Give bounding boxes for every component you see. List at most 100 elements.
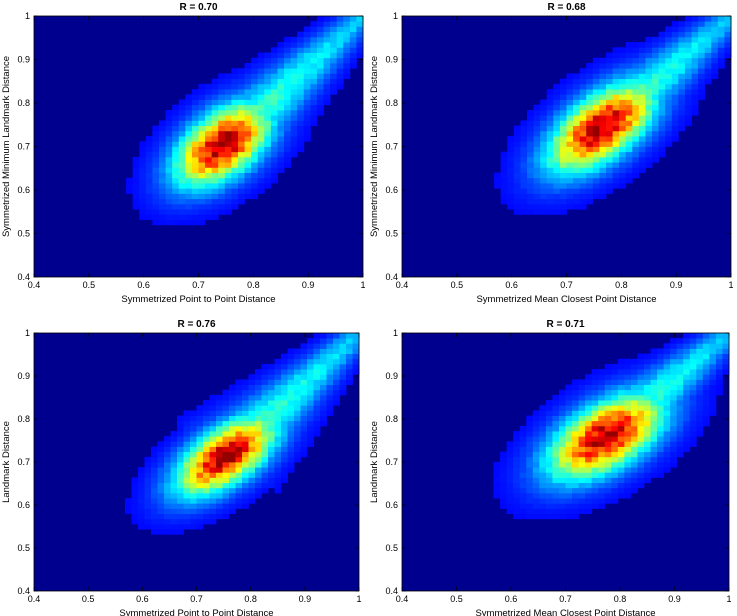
heatmap-cell xyxy=(191,146,199,153)
heatmap-cell xyxy=(676,338,684,344)
heatmap-cell xyxy=(578,477,586,484)
heatmap-cell xyxy=(284,42,292,48)
heatmap-cell xyxy=(592,130,600,137)
heatmap-cell xyxy=(244,83,252,90)
heatmap-cell xyxy=(248,498,256,504)
heatmap-cell xyxy=(637,482,645,489)
heatmap-cell xyxy=(237,183,245,189)
heatmap-cell xyxy=(231,99,239,106)
heatmap-cell xyxy=(611,379,619,385)
heatmap-cell xyxy=(665,125,673,132)
heatmap-cell xyxy=(500,498,508,504)
heatmap-cell xyxy=(237,172,245,179)
heatmap-cell xyxy=(650,394,658,401)
heatmap-cell xyxy=(532,420,540,427)
heatmap-cell xyxy=(683,410,691,416)
heatmap-cell xyxy=(218,151,226,158)
heatmap-cell xyxy=(691,73,699,80)
heatmap-cell xyxy=(612,57,620,64)
heatmap-cell xyxy=(125,498,132,504)
heatmap-cell xyxy=(612,78,620,85)
heatmap-cell xyxy=(352,348,360,355)
heatmap-cell xyxy=(702,410,710,416)
heatmap-cell xyxy=(683,394,691,401)
heatmap-cell xyxy=(599,141,607,147)
heatmap-cell xyxy=(513,177,521,184)
heatmap-cell xyxy=(698,21,706,27)
heatmap-cell xyxy=(339,338,347,344)
heatmap-cell xyxy=(336,83,344,90)
heatmap-cell xyxy=(704,62,712,69)
heatmap-cell xyxy=(526,487,534,494)
heatmap-cell xyxy=(211,94,219,100)
heatmap-cell xyxy=(605,156,613,163)
heatmap-cell xyxy=(316,109,324,116)
heatmap-cell xyxy=(598,425,606,432)
heatmap-cell xyxy=(138,467,145,473)
heatmap-cell xyxy=(248,446,256,453)
heatmap-cell xyxy=(598,405,606,411)
heatmap-cell xyxy=(274,358,282,365)
heatmap-cell xyxy=(572,405,579,411)
heatmap-cell xyxy=(670,343,678,349)
heatmap-cell xyxy=(658,141,666,147)
heatmap-cell xyxy=(310,99,318,106)
heatmap-cell xyxy=(190,456,197,463)
heatmap-cell xyxy=(586,172,594,179)
heatmap-cell xyxy=(274,425,282,432)
heatmap-cell xyxy=(696,415,704,422)
heatmap-cell xyxy=(657,374,664,380)
heatmap-cell xyxy=(507,188,515,194)
y-tick-label: 1 xyxy=(393,328,398,338)
heatmap-cell xyxy=(177,431,184,437)
heatmap-cell xyxy=(585,425,593,432)
heatmap-cell xyxy=(591,477,599,484)
heatmap-cell xyxy=(671,94,679,100)
heatmap-cell xyxy=(507,177,515,184)
heatmap-cell xyxy=(540,99,548,106)
heatmap-cell xyxy=(307,358,314,365)
heatmap-cell xyxy=(185,209,193,215)
heatmap-cell xyxy=(630,420,638,427)
heatmap-cell xyxy=(663,410,671,416)
heatmap-cell xyxy=(307,363,314,370)
heatmap-cell xyxy=(237,125,245,132)
heatmap-cell xyxy=(326,353,334,360)
heatmap-cell xyxy=(637,379,645,385)
heatmap-cell xyxy=(683,369,691,375)
heatmap-cell xyxy=(333,374,340,380)
heatmap-cell xyxy=(689,400,697,406)
heatmap-cell xyxy=(330,21,338,27)
heatmap-cell xyxy=(244,73,252,80)
heatmap-cell xyxy=(632,73,640,80)
heatmap-cell xyxy=(578,508,586,514)
heatmap-cell xyxy=(638,109,646,116)
heatmap-cell xyxy=(316,47,324,53)
heatmap-cell xyxy=(676,389,684,396)
heatmap-cell xyxy=(211,125,219,132)
heatmap-cell xyxy=(565,441,573,447)
heatmap-cell xyxy=(294,400,301,406)
heatmap-cell xyxy=(333,348,340,355)
heatmap-cell xyxy=(196,503,204,509)
heatmap-cell xyxy=(500,503,508,509)
heatmap-cell xyxy=(216,456,223,463)
heatmap-cell xyxy=(261,436,269,442)
heatmap-cell xyxy=(205,193,213,200)
heatmap-cell xyxy=(519,498,527,504)
heatmap-cell xyxy=(591,451,599,458)
heatmap-cell xyxy=(190,523,197,530)
heatmap-cell xyxy=(573,89,581,95)
heatmap-cell xyxy=(559,167,567,173)
heatmap-cell xyxy=(229,431,236,437)
heatmap-cell xyxy=(617,394,625,401)
heatmap-cell xyxy=(297,31,305,38)
heatmap-cell xyxy=(611,389,619,396)
heatmap-cell xyxy=(170,446,178,453)
heatmap-cell xyxy=(637,394,645,401)
heatmap-cell xyxy=(520,177,528,184)
heatmap-cell xyxy=(678,94,686,100)
heatmap-cell xyxy=(190,436,197,442)
heatmap-cell xyxy=(320,353,327,360)
heatmap-cell xyxy=(625,125,633,132)
